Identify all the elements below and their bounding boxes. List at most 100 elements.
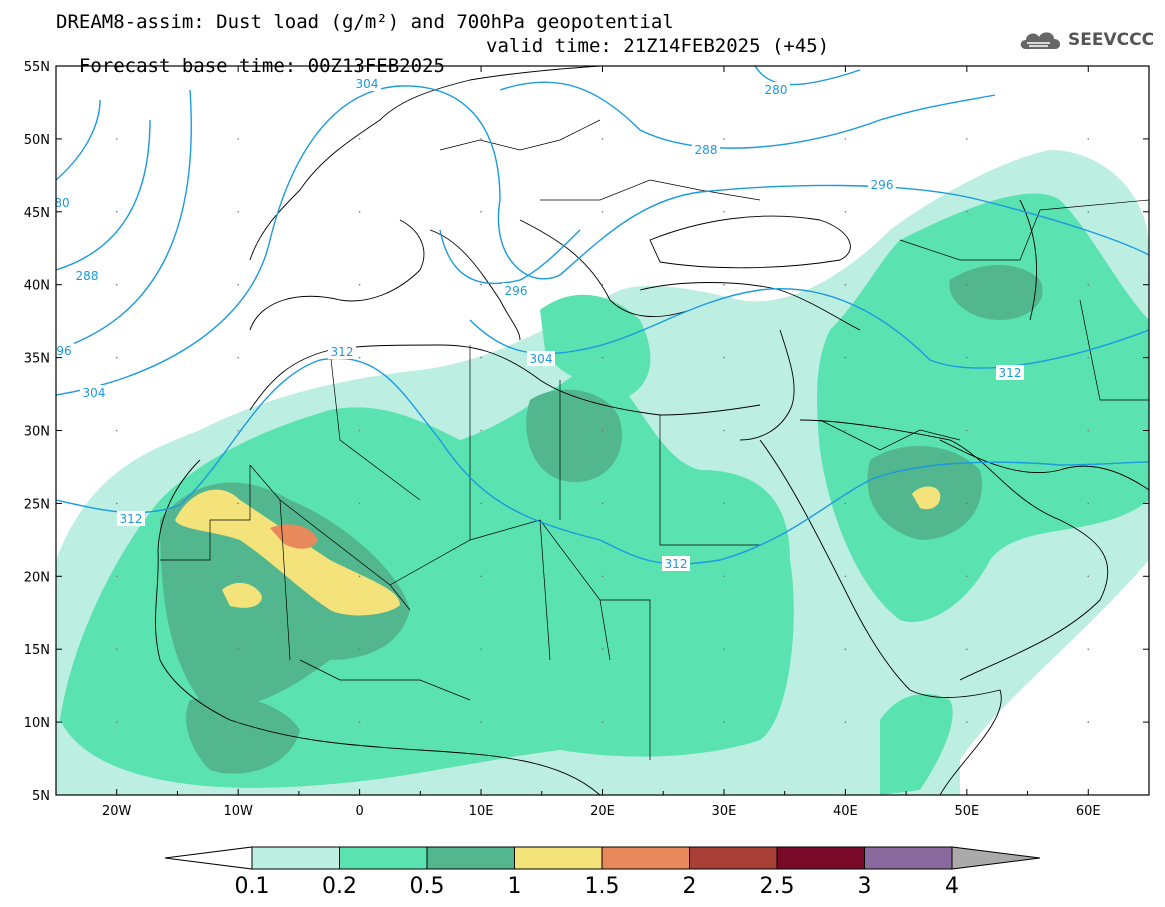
- legend-swatch: [251, 846, 340, 870]
- grid-point: [601, 138, 604, 140]
- legend-label: 2.5: [760, 874, 795, 899]
- border-13: [1079, 299, 1149, 401]
- grid-point: [601, 721, 604, 723]
- legend-label: 3: [858, 874, 872, 899]
- lat-label: 55N: [24, 60, 50, 75]
- contour-label: 312: [999, 366, 1022, 380]
- contour-label-bg: [527, 351, 555, 366]
- border-3: [279, 499, 291, 661]
- grid-point: [966, 283, 968, 286]
- border-1: [160, 465, 251, 561]
- grid-point: [237, 138, 239, 140]
- contour-label: 80: [54, 196, 69, 210]
- contour-line-b: [56, 119, 151, 271]
- grid-point: [723, 721, 725, 723]
- grid-point: [601, 648, 604, 650]
- grid-point: [1087, 356, 1090, 359]
- grid-point: [237, 575, 239, 578]
- grid-point: [358, 429, 361, 432]
- border-10: [329, 349, 421, 501]
- grid-point: [723, 502, 725, 505]
- seevccc-logo: SEEVCCC: [1018, 27, 1154, 53]
- grid-point: [237, 283, 239, 286]
- contour-label: 288: [76, 269, 99, 283]
- lon-label: 50E: [954, 804, 979, 819]
- dust-field-dark-2: [526, 389, 622, 482]
- coastlines: [155, 66, 1149, 795]
- grid-point: [358, 356, 361, 359]
- legend-label: 0.5: [410, 874, 445, 899]
- grid-point: [844, 648, 847, 650]
- legend-swatch: [514, 846, 603, 870]
- legend-label: 0.2: [322, 874, 357, 899]
- grid-point: [480, 648, 482, 650]
- grid-point: [1087, 429, 1090, 432]
- coastline-turkey: [639, 282, 861, 331]
- contour-label: 312: [120, 512, 143, 526]
- coastline-horn-africa: [909, 689, 1002, 795]
- lon-label: 30E: [712, 804, 737, 819]
- grid-point: [723, 211, 725, 213]
- contour-labels: 304 280 288 80 296 288 296 96 312 304 304 312 312 312: [52, 76, 1024, 571]
- coastline-north-africa: [249, 344, 761, 416]
- coastline-italy: [429, 229, 521, 341]
- contour-label-bg: [502, 283, 530, 298]
- contour-line-c: [56, 89, 192, 351]
- logo-text: SEEVCCC: [1068, 30, 1155, 50]
- contour-label-bg: [996, 365, 1024, 380]
- dust-field-dark-1: [160, 482, 410, 707]
- legend-label: 4: [945, 874, 959, 899]
- grid-point: [480, 356, 482, 359]
- contour-label-bg: [692, 142, 720, 157]
- grid-point: [115, 211, 118, 213]
- lat-label: 20N: [24, 570, 50, 585]
- grid-point: [1087, 138, 1090, 140]
- border-11: [819, 419, 961, 451]
- contour-label-bg: [868, 177, 896, 192]
- grid-point: [115, 575, 118, 578]
- dust-field-dark-4: [949, 265, 1043, 320]
- grid-point: [966, 575, 968, 578]
- legend-swatch: [339, 846, 428, 870]
- grid-point: [1087, 648, 1090, 650]
- contour-line-f: [754, 66, 861, 86]
- grid-points: [115, 138, 1090, 723]
- grid-point: [237, 356, 239, 359]
- grid-point: [601, 429, 604, 432]
- contour-line-i: [56, 357, 1149, 565]
- chart-title: DREAM8-assim: Dust load (g/m²) and 700hP…: [56, 11, 674, 33]
- contour-label: 280: [765, 83, 788, 97]
- grid-point: [237, 721, 239, 723]
- contour-label-bg: [73, 268, 101, 283]
- border-12: [899, 199, 1149, 261]
- legend-swatch: [864, 846, 953, 870]
- dust-field-yellow-2: [222, 582, 262, 608]
- grid-point: [115, 502, 118, 505]
- grid-point: [601, 356, 604, 359]
- grid-point: [844, 211, 847, 213]
- legend-label: 0.1: [235, 874, 270, 899]
- grid-point: [723, 648, 725, 650]
- grid-point: [844, 502, 847, 505]
- grid-point: [723, 138, 725, 140]
- grid-point: [480, 502, 482, 505]
- legend-swatch: [601, 846, 690, 870]
- legend-arrow-left: [164, 846, 253, 870]
- map-axes: 55N 50N 45N 40N 35N 30N 25N 20N 15N 10N 5N 20W 10W 0 1…: [24, 60, 1150, 819]
- lon-label: 40E: [833, 804, 858, 819]
- grid-point: [723, 356, 725, 359]
- contour-line-d: [56, 85, 1149, 396]
- grid-point: [480, 283, 482, 286]
- lat-label: 45N: [24, 206, 50, 221]
- color-legend: 0.1 0.2 0.5 1 1.5 2 2.5 3 4: [164, 846, 1041, 899]
- grid-point: [115, 429, 118, 432]
- coastline-red-sea: [759, 439, 911, 691]
- lon-label: 20W: [102, 804, 132, 819]
- grid-point: [723, 429, 725, 432]
- grid-point: [480, 575, 482, 578]
- country-borders: [160, 119, 1149, 760]
- lat-label: 35N: [24, 352, 50, 367]
- grid-point: [723, 575, 725, 578]
- border-6: [600, 599, 651, 760]
- grid-point: [844, 429, 847, 432]
